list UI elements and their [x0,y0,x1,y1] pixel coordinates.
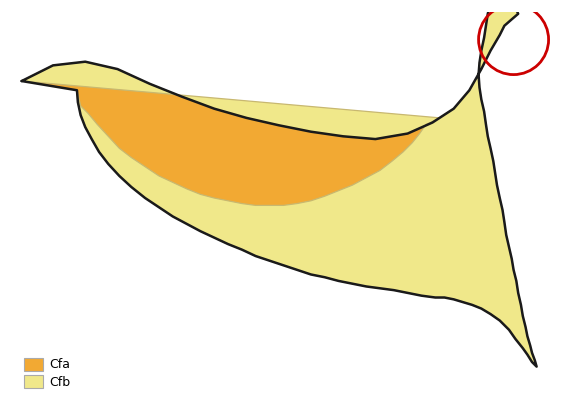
Polygon shape [22,0,536,367]
Legend: Cfa, Cfb: Cfa, Cfb [19,353,75,394]
Polygon shape [22,0,536,367]
